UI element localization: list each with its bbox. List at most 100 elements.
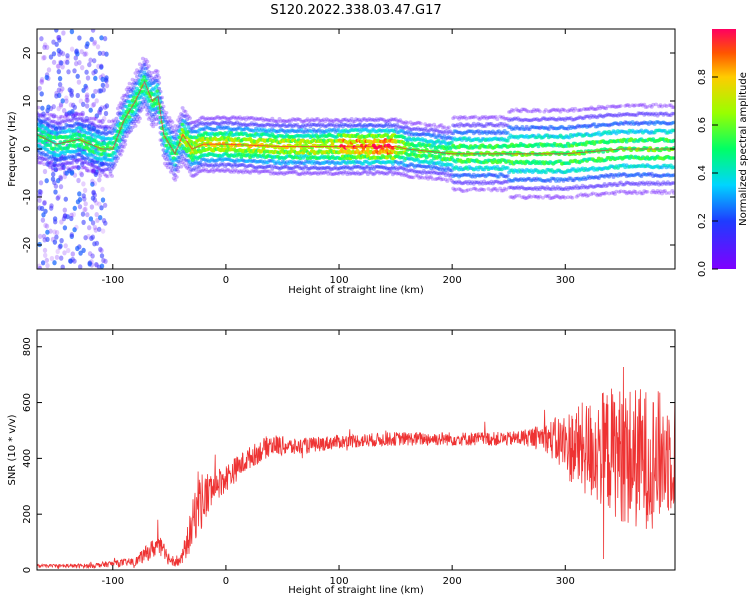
spectrogram-cell	[205, 163, 210, 168]
spectrogram-cell	[101, 130, 106, 135]
spectrogram-cell	[54, 126, 59, 131]
spectrogram-speckle	[69, 170, 75, 176]
spectrogram-speckle	[76, 165, 81, 171]
spectrogram-cell	[77, 116, 82, 120]
spectrogram-speckle	[92, 39, 98, 45]
spectrogram-cell	[68, 118, 73, 122]
spectrogram-cell	[71, 124, 76, 128]
spectrogram-speckle	[38, 189, 44, 195]
spectrogram-speckle	[100, 82, 106, 88]
spectrogram-cell	[74, 152, 79, 157]
spectrogram-cell	[157, 81, 162, 85]
spectrogram-speckle	[40, 156, 45, 162]
spectrogram-speckle	[83, 206, 88, 212]
spectrogram-cell	[98, 173, 103, 178]
spectrogram-speckle	[102, 116, 107, 122]
spectrogram-speckle	[42, 55, 47, 61]
spectrogram-cell	[108, 172, 113, 176]
spectrogram-cell	[135, 113, 139, 117]
spectrogram-cell	[158, 89, 163, 94]
spectrogram-speckle	[52, 229, 57, 235]
spectrogram-cell	[58, 126, 63, 130]
spectrogram-speckle	[52, 180, 57, 186]
spectrogram-cell	[39, 160, 44, 165]
spectrogram-cell	[168, 166, 173, 170]
spectrogram-speckle	[90, 29, 96, 33]
spectrogram-speckle	[55, 35, 61, 41]
spectrogram-cell	[114, 149, 119, 153]
spectrogram-cell	[90, 163, 95, 168]
spectrogram-cell	[64, 118, 69, 123]
spectrogram-speckle	[65, 59, 70, 65]
spectrogram-cell	[93, 165, 98, 169]
spectrogram-cell	[445, 179, 450, 183]
spectrogram-cell	[73, 116, 78, 120]
spectrogram-speckle	[44, 257, 49, 263]
spectrogram-speckle	[46, 67, 52, 73]
spectrogram-speckle	[94, 98, 99, 104]
spectrogram-cell	[54, 121, 59, 126]
spectrogram-speckle	[76, 177, 81, 184]
spectrogram-speckle	[78, 264, 83, 269]
spectrogram-speckle	[89, 235, 94, 241]
spectrogram-cell	[96, 124, 101, 128]
spectrogram-speckle	[58, 122, 63, 128]
spectrogram-speckle	[85, 166, 90, 173]
spectrogram-cell	[61, 119, 66, 123]
spectrogram-cell	[105, 125, 110, 129]
spectrogram-speckle	[40, 217, 46, 223]
spectrogram-speckle	[85, 92, 90, 98]
spectrogram-speckle	[84, 103, 90, 109]
spectrogram-cell	[76, 122, 81, 127]
spectrogram-cell	[143, 99, 148, 104]
spectrogram-cell	[187, 122, 192, 126]
spectrogram-speckle	[49, 203, 54, 209]
spectrogram-speckle	[93, 75, 98, 81]
spectrogram-cell	[185, 113, 189, 117]
spectrogram-cell	[120, 96, 125, 100]
spectrogram-speckle	[61, 108, 67, 114]
spectrogram-cell	[111, 118, 116, 123]
spectrogram-cell	[110, 131, 114, 135]
spectrogram-speckle	[80, 211, 86, 217]
spectrogram-cell	[145, 72, 150, 76]
spectrogram-cell	[201, 164, 206, 169]
spectrogram-speckle	[78, 170, 84, 176]
spectrogram-cell	[214, 168, 219, 172]
spectrogram-cell	[198, 169, 203, 174]
spectrogram-speckle	[60, 86, 65, 92]
spectrogram-speckle	[87, 261, 92, 267]
spectrogram-cell	[176, 118, 181, 122]
spectrogram-cell	[157, 91, 162, 96]
spectrogram-speckle	[49, 160, 54, 166]
spectrogram-cell	[98, 125, 103, 129]
spectrogram-cell	[76, 165, 81, 170]
spectrogram-cell	[165, 119, 170, 124]
spectrogram-cell	[67, 112, 72, 116]
spectrogram-speckle	[91, 116, 97, 122]
spectrogram-cell	[115, 111, 120, 116]
spectrogram-cell	[136, 104, 141, 108]
spectrogram-speckle	[80, 110, 85, 116]
spectrogram-speckle	[67, 110, 72, 116]
spectrogram-cell	[37, 160, 41, 165]
spectrogram-speckle	[69, 233, 75, 239]
spectrogram-cell	[51, 114, 56, 119]
spectrogram-cell	[45, 158, 50, 162]
spectrogram-cell	[142, 63, 147, 67]
spectrogram-cell	[76, 112, 81, 117]
spectrogram-cell	[70, 118, 75, 123]
spectrogram-speckle	[80, 116, 85, 122]
spectrogram-cell	[127, 130, 132, 134]
spectrogram-cell	[187, 116, 192, 120]
spectrogram-cell	[177, 155, 182, 160]
spectrogram-speckle	[40, 105, 45, 111]
spectrogram-cell	[37, 105, 41, 110]
spectrogram-speckle	[99, 64, 104, 70]
spectrogram-cell	[101, 162, 106, 167]
spectrogram-cell	[121, 93, 126, 98]
spectrogram-cell	[52, 120, 57, 124]
spectrogram-cell	[189, 126, 194, 131]
spectrogram-cell	[133, 71, 138, 75]
spectrogram-cell	[186, 166, 191, 171]
